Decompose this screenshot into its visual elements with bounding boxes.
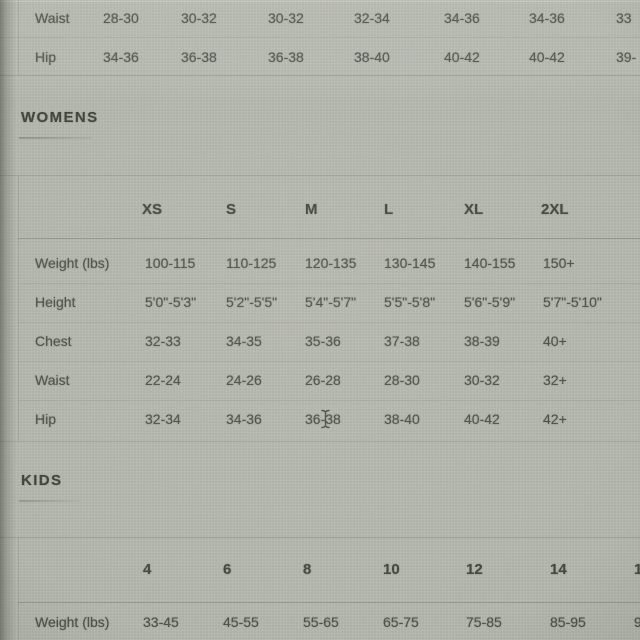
- size-value: 45-55: [223, 614, 259, 630]
- table-row: Hip 34-36 36-38 36-38 38-40 40-42 40-42 …: [0, 37, 640, 76]
- size-value: 5'2"-5'5": [226, 294, 278, 310]
- heading-underline: [19, 500, 81, 502]
- size-value: 5'6"-5'9": [464, 294, 516, 310]
- header-divider: [18, 602, 640, 603]
- size-value: 36-38: [181, 49, 217, 65]
- size-value: 110-125: [226, 255, 277, 271]
- size-value: 40-42: [444, 49, 480, 65]
- womens-size-table: XS S M L XL 2XL Weight (lbs) 100-115 110…: [0, 175, 640, 442]
- size-value: 38-39: [464, 333, 500, 349]
- table-row-divider: [0, 1, 640, 2]
- size-value: 5'7"-5'10": [543, 294, 602, 310]
- table-row: Weight (lbs) 100-115 110-125 120-135 130…: [0, 244, 640, 283]
- size-value: 34-35: [226, 333, 262, 349]
- size-value: 34-36: [103, 49, 139, 65]
- size-value: 40-42: [529, 49, 565, 65]
- row-label: Weight (lbs): [35, 255, 110, 271]
- size-value: 26-28: [305, 372, 341, 388]
- row-label: Chest: [35, 333, 72, 349]
- table-row: Height 5'0"-5'3" 5'2"-5'5" 5'4"-5'7" 5'5…: [0, 283, 640, 322]
- row-label: Height: [35, 294, 76, 310]
- table-row: Waist 22-24 24-26 26-28 28-30 30-32 32+: [0, 361, 640, 400]
- size-value: 24-26: [226, 372, 262, 388]
- row-label: Hip: [35, 411, 57, 427]
- size-value: 150+: [543, 255, 575, 271]
- size-header: 12: [466, 561, 483, 578]
- size-header: XS: [142, 201, 163, 218]
- size-value: 32-33: [145, 333, 181, 349]
- size-header: 10: [383, 561, 400, 578]
- size-value: 5'0"-5'3": [145, 294, 197, 310]
- heading-underline: [19, 137, 92, 139]
- kids-section-heading: KIDS: [21, 472, 63, 489]
- size-value: 5'5"-5'8": [384, 294, 436, 310]
- size-value: 37-38: [384, 333, 420, 349]
- size-value: 33: [616, 10, 632, 26]
- size-value: 34-36: [226, 411, 262, 427]
- row-label: Waist: [35, 372, 70, 388]
- size-header: M: [305, 201, 318, 218]
- size-value: 55-65: [303, 614, 339, 630]
- size-header: 6: [223, 561, 232, 578]
- size-value: 32-34: [354, 10, 390, 26]
- size-value: 30-32: [181, 10, 217, 26]
- size-header: L: [384, 201, 394, 218]
- kids-size-table: 4 6 8 10 12 14 1 Weight (lbs) 33-45 45-5…: [0, 537, 640, 640]
- size-header: 2XL: [541, 201, 569, 218]
- size-value: 38-40: [384, 411, 420, 427]
- size-value: 34-36: [529, 10, 565, 26]
- text-cursor-icon: [321, 409, 330, 429]
- size-value: 32+: [543, 372, 567, 388]
- size-header: 4: [143, 561, 152, 578]
- size-value: 22-24: [145, 372, 181, 388]
- size-value: 100-115: [145, 255, 196, 271]
- table-row: Weight (lbs) 33-45 45-55 55-65 65-75 75-…: [0, 603, 640, 640]
- size-header: 14: [550, 561, 567, 578]
- size-value: 36-38: [268, 49, 304, 65]
- size-value: 32-34: [145, 411, 181, 427]
- row-label: Weight (lbs): [35, 614, 110, 630]
- row-label: Hip: [35, 49, 57, 65]
- size-header: XL: [464, 201, 484, 218]
- size-header: S: [226, 201, 237, 218]
- size-header-row: 4 6 8 10 12 14 1: [0, 553, 640, 587]
- size-header: 8: [303, 561, 312, 578]
- mens-size-table-partial: Waist 28-30 30-32 30-32 32-34 34-36 34-3…: [0, 0, 640, 76]
- size-value: 120-135: [305, 255, 357, 271]
- size-value: 5'4"-5'7": [305, 294, 357, 310]
- size-value: 30-32: [464, 372, 500, 388]
- size-value: 28-30: [384, 372, 420, 388]
- size-value: 34-36: [444, 10, 480, 26]
- size-value: 39-: [616, 49, 637, 65]
- header-divider: [18, 238, 640, 239]
- size-value: 140-155: [464, 255, 516, 271]
- size-value: 30-32: [268, 10, 304, 26]
- table-row: Waist 28-30 30-32 30-32 32-34 34-36 34-3…: [0, 0, 640, 37]
- row-label: Waist: [35, 10, 70, 26]
- size-value: 40-42: [464, 411, 500, 427]
- size-value: 75-85: [466, 614, 502, 630]
- size-value: 85-95: [550, 614, 586, 630]
- size-header-row: XS S M L XL 2XL: [0, 188, 640, 232]
- size-value: 35-36: [305, 333, 341, 349]
- size-value: 42+: [543, 411, 567, 427]
- size-value: 130-145: [384, 255, 436, 271]
- table-row: Chest 32-33 34-35 35-36 37-38 38-39 40+: [0, 322, 640, 361]
- size-value: 9: [634, 614, 640, 630]
- size-value: 65-75: [383, 614, 419, 630]
- size-value: 33-45: [143, 614, 179, 630]
- size-header: 1: [634, 561, 640, 578]
- womens-section-heading: WOMENS: [21, 109, 99, 126]
- size-value: 38-40: [354, 49, 390, 65]
- size-value: 40+: [543, 333, 567, 349]
- size-value: 28-30: [103, 10, 139, 26]
